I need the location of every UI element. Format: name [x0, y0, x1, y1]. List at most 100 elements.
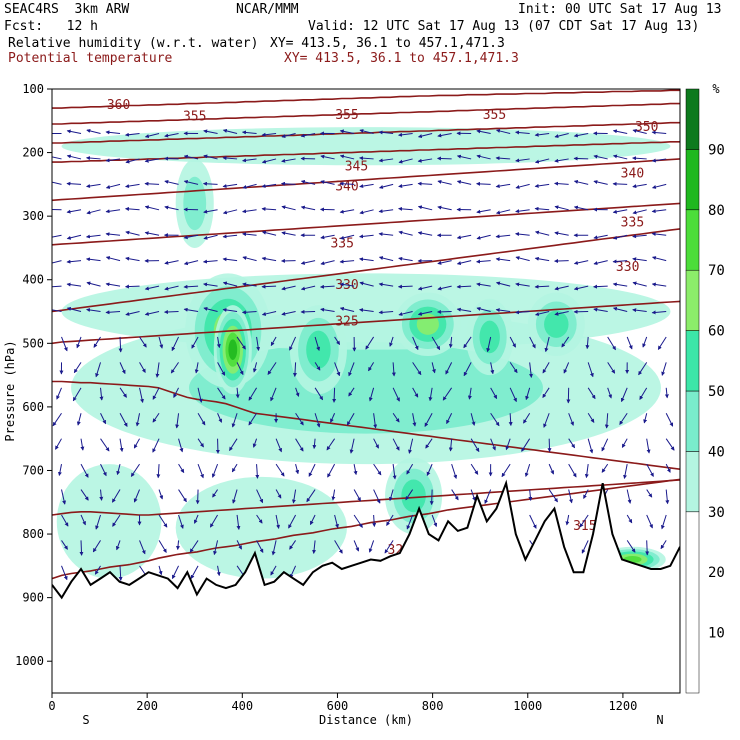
wind-vector: [319, 284, 335, 289]
wind-vector: [125, 311, 140, 316]
wind-vector: [534, 158, 550, 164]
wind-vector: [52, 412, 62, 427]
wind-vector: [320, 234, 335, 240]
wind-vector: [339, 259, 355, 264]
wind-vector: [534, 230, 550, 236]
wind-vector: [270, 336, 277, 347]
wind-vector: [217, 387, 226, 400]
wind-vector: [163, 309, 179, 314]
wind-vector: [412, 387, 419, 398]
wind-vector: [197, 387, 203, 403]
colorbar-bin: [685, 88, 700, 150]
wind-vector: [236, 514, 241, 530]
wind-vector: [643, 413, 648, 424]
wind-vector: [158, 565, 163, 576]
wind-vector: [111, 489, 121, 503]
wind-vector: [152, 438, 160, 453]
wind-vector: [495, 281, 511, 287]
wind-vector: [281, 158, 296, 163]
wind-vector: [515, 209, 530, 214]
wind-vector: [490, 438, 496, 451]
wind-vector: [484, 489, 492, 505]
wind-vector: [300, 133, 316, 138]
wind-vector: [52, 285, 62, 288]
wind-vector: [99, 387, 104, 401]
wind-vector: [554, 133, 569, 139]
wind-vector: [275, 463, 285, 477]
wind-vector: [252, 438, 258, 448]
wind-vector: [170, 362, 179, 374]
wind-vector: [155, 362, 160, 378]
wind-vector: [66, 306, 82, 313]
wind-vector: [125, 158, 140, 164]
wind-vector: [392, 438, 400, 451]
wind-vector: [334, 362, 341, 377]
wind-vector: [391, 362, 396, 377]
wind-vector: [372, 514, 377, 528]
wind-vector: [378, 282, 394, 287]
wind-vector: [312, 438, 317, 450]
wind-vector: [61, 540, 68, 550]
wind-vector: [164, 205, 179, 211]
wind-vector: [99, 489, 104, 501]
wind-vector: [612, 209, 628, 214]
wind-vector: [378, 183, 394, 189]
wind-vector: [437, 205, 452, 211]
wind-vector: [173, 387, 179, 398]
wind-vector: [314, 387, 324, 401]
wind-vector: [448, 438, 453, 452]
isentrope-335: [52, 202, 680, 246]
wind-vector: [505, 438, 511, 451]
wind-vector: [86, 281, 101, 287]
wind-vector: [388, 489, 394, 502]
colorbar-bin: [685, 390, 700, 452]
wind-vector: [593, 284, 608, 289]
wind-vector: [281, 285, 296, 291]
wind-vector: [222, 257, 238, 262]
isentrope-label: 335: [621, 216, 644, 231]
wind-vector: [353, 514, 363, 528]
wind-vector: [645, 540, 650, 556]
wind-vector: [386, 514, 394, 526]
wind-vector: [332, 387, 337, 403]
wind-vector: [327, 463, 336, 478]
wind-vector: [112, 514, 121, 527]
wind-vector: [152, 412, 160, 423]
wind-vector: [398, 256, 413, 262]
wind-vector: [156, 464, 161, 479]
wind-vector: [554, 205, 569, 211]
wind-vector: [424, 413, 433, 427]
wind-vector: [202, 259, 218, 264]
wind-vector: [164, 285, 179, 291]
wind-vector: [92, 540, 101, 553]
wind-vector: [217, 362, 226, 376]
field2-name: Potential temperature: [8, 51, 173, 66]
y-tick-label: 800: [22, 527, 44, 541]
wind-vector: [573, 285, 589, 291]
wind-vectors: [52, 128, 675, 581]
wind-vector: [626, 336, 633, 350]
wind-vector: [359, 281, 374, 287]
wind-vector: [587, 438, 594, 454]
wind-vector: [384, 540, 394, 554]
wind-vector: [657, 336, 667, 350]
wind-vector: [646, 489, 653, 498]
wind-vector: [417, 181, 433, 186]
wind-vector: [209, 514, 218, 528]
colorbar-bin: [685, 330, 700, 392]
wind-vector: [573, 180, 589, 185]
wind-vector: [607, 387, 613, 399]
wind-vector: [183, 307, 199, 313]
wind-vector: [197, 463, 204, 479]
wind-vector: [437, 133, 452, 138]
wind-vector: [139, 336, 147, 348]
wind-vector: [95, 514, 102, 530]
wind-vector: [191, 336, 199, 349]
wind-vector: [349, 438, 355, 454]
wind-vector: [621, 438, 628, 448]
wind-vector: [661, 362, 667, 376]
rh-band: [544, 310, 569, 338]
wind-vector: [339, 129, 355, 134]
